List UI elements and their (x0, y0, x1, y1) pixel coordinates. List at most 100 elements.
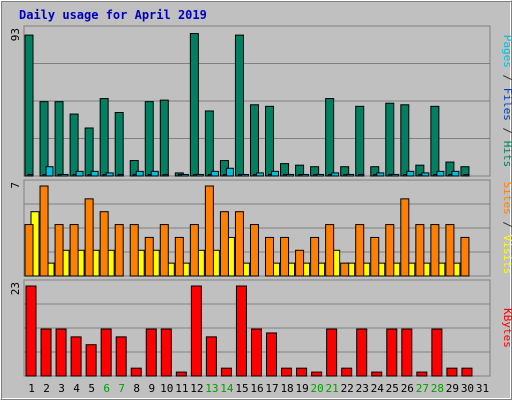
bar-sites-day-1 (24, 224, 34, 277)
bar-pages-day-4 (75, 170, 84, 177)
bar-pages-day-12 (195, 173, 204, 177)
bar-pages-day-11 (180, 173, 189, 177)
legend-part: Files (501, 88, 512, 121)
x-tick-label-day-18: 18 (280, 382, 293, 395)
bar-sites-day-7 (114, 224, 124, 277)
bar-sites-day-29 (445, 224, 455, 277)
x-tick-label-day-29: 29 (446, 382, 459, 395)
bar-pages-day-9 (150, 170, 159, 177)
bar-sites-day-22 (340, 262, 350, 277)
bar-sites-day-20 (310, 236, 320, 277)
bar-hits-day-13 (204, 110, 214, 177)
bar-kbytes-day-3 (55, 328, 67, 377)
y-max-label: 23 (9, 282, 22, 295)
bar-kbytes-day-19 (296, 367, 308, 377)
x-tick-label-day-27: 27 (416, 382, 429, 395)
bar-sites-day-30 (460, 236, 470, 277)
bar-sites-day-6 (99, 211, 109, 277)
bar-pages-day-21 (331, 172, 340, 177)
bar-kbytes-day-30 (461, 367, 473, 377)
x-tick-label-day-14: 14 (220, 382, 234, 395)
bar-hits-day-2 (39, 101, 49, 177)
legend-part: / (501, 215, 512, 235)
x-tick-label-day-26: 26 (401, 382, 414, 395)
bar-hits-day-3 (54, 101, 64, 177)
bar-hits-day-26 (400, 104, 410, 177)
x-tick-label-day-17: 17 (265, 382, 278, 395)
x-tick-label-day-12: 12 (190, 382, 203, 395)
bar-kbytes-day-21 (326, 328, 338, 377)
panel-hits_files_pages: 93 Pages / Files / Hits (9, 25, 512, 177)
bar-hits-day-21 (325, 98, 335, 177)
bar-pages-day-20 (316, 173, 325, 177)
bar-hits-day-28 (430, 105, 440, 177)
bar-hits-day-17 (265, 105, 275, 177)
bar-pages-day-5 (90, 170, 99, 177)
bar-sites-day-16 (249, 224, 259, 277)
bar-pages-day-3 (60, 173, 69, 177)
bar-sites-day-11 (174, 236, 184, 277)
bar-sites-day-14 (219, 211, 229, 277)
bar-sites-day-10 (159, 224, 169, 277)
chart-title: Daily usage for April 2019 (19, 8, 207, 22)
bar-hits-day-6 (99, 98, 109, 177)
legend-part: KBytes (501, 308, 512, 348)
bar-kbytes-day-17 (266, 332, 278, 377)
x-tick-label-day-2: 2 (43, 382, 50, 395)
bar-files-day-10 (162, 173, 169, 177)
bar-sites-day-3 (54, 224, 64, 277)
bar-kbytes-day-18 (281, 367, 293, 377)
bar-kbytes-day-10 (160, 328, 172, 377)
bar-kbytes-day-2 (40, 328, 52, 377)
bar-hits-day-5 (84, 127, 94, 177)
legend-part: Visits (501, 235, 512, 275)
y-max-label: 93 (9, 28, 22, 41)
bar-hits-day-25 (385, 102, 395, 177)
bar-kbytes-day-28 (431, 328, 443, 377)
bar-pages-day-8 (135, 170, 144, 177)
bar-kbytes-day-1 (25, 285, 37, 377)
x-tick-label-day-9: 9 (148, 382, 155, 395)
bar-pages-day-29 (451, 170, 460, 177)
bar-kbytes-day-25 (386, 328, 398, 377)
legend-part: Sites (501, 182, 512, 215)
x-tick-label-day-11: 11 (175, 382, 188, 395)
x-tick-label-day-30: 30 (461, 382, 474, 395)
bar-kbytes-day-14 (220, 367, 232, 377)
x-tick-label-day-3: 3 (58, 382, 65, 395)
series-visits (30, 211, 461, 277)
bar-kbytes-day-11 (175, 371, 187, 377)
bar-kbytes-day-4 (70, 336, 82, 377)
bar-sites-day-17 (265, 236, 275, 277)
bar-files-day-7 (117, 173, 124, 177)
panel-visits_sites: 7 Sites / Visits (9, 179, 512, 277)
bar-kbytes-day-6 (100, 328, 112, 377)
x-tick-label-day-4: 4 (73, 382, 80, 395)
bar-sites-day-21 (325, 224, 335, 277)
bar-sites-day-23 (355, 224, 365, 277)
bar-kbytes-day-24 (371, 371, 383, 377)
bar-pages-day-19 (301, 173, 310, 177)
x-tick-label-day-16: 16 (250, 382, 263, 395)
x-tick-label-day-28: 28 (431, 382, 444, 395)
legend-part: / (501, 68, 512, 88)
bar-hits-day-10 (159, 99, 169, 177)
bar-sites-day-15 (234, 211, 244, 277)
bar-hits-day-15 (234, 34, 244, 177)
bar-kbytes-day-23 (356, 328, 368, 377)
x-tick-label-day-8: 8 (133, 382, 140, 395)
bar-pages-day-17 (271, 170, 280, 177)
bar-kbytes-day-29 (446, 367, 458, 377)
bar-pages-day-25 (391, 173, 400, 177)
x-tick-label-day-7: 7 (118, 382, 125, 395)
y-max-label: 7 (9, 182, 22, 189)
bar-kbytes-day-20 (311, 371, 323, 377)
panel-kbytes: 23 KBytes (9, 279, 512, 377)
series-kbytes (25, 285, 473, 377)
bar-hits-day-23 (355, 105, 365, 177)
bar-kbytes-day-13 (205, 336, 217, 377)
x-axis-labels: 1 2 3 4 5 6 7 8 9 10 11 12 13 14 15 16 17 18 19 20 21 22 23 24 2… (28, 382, 489, 395)
bar-sites-day-13 (204, 185, 214, 277)
x-tick-label-day-10: 10 (160, 382, 173, 395)
bar-pages-day-2 (45, 166, 54, 177)
